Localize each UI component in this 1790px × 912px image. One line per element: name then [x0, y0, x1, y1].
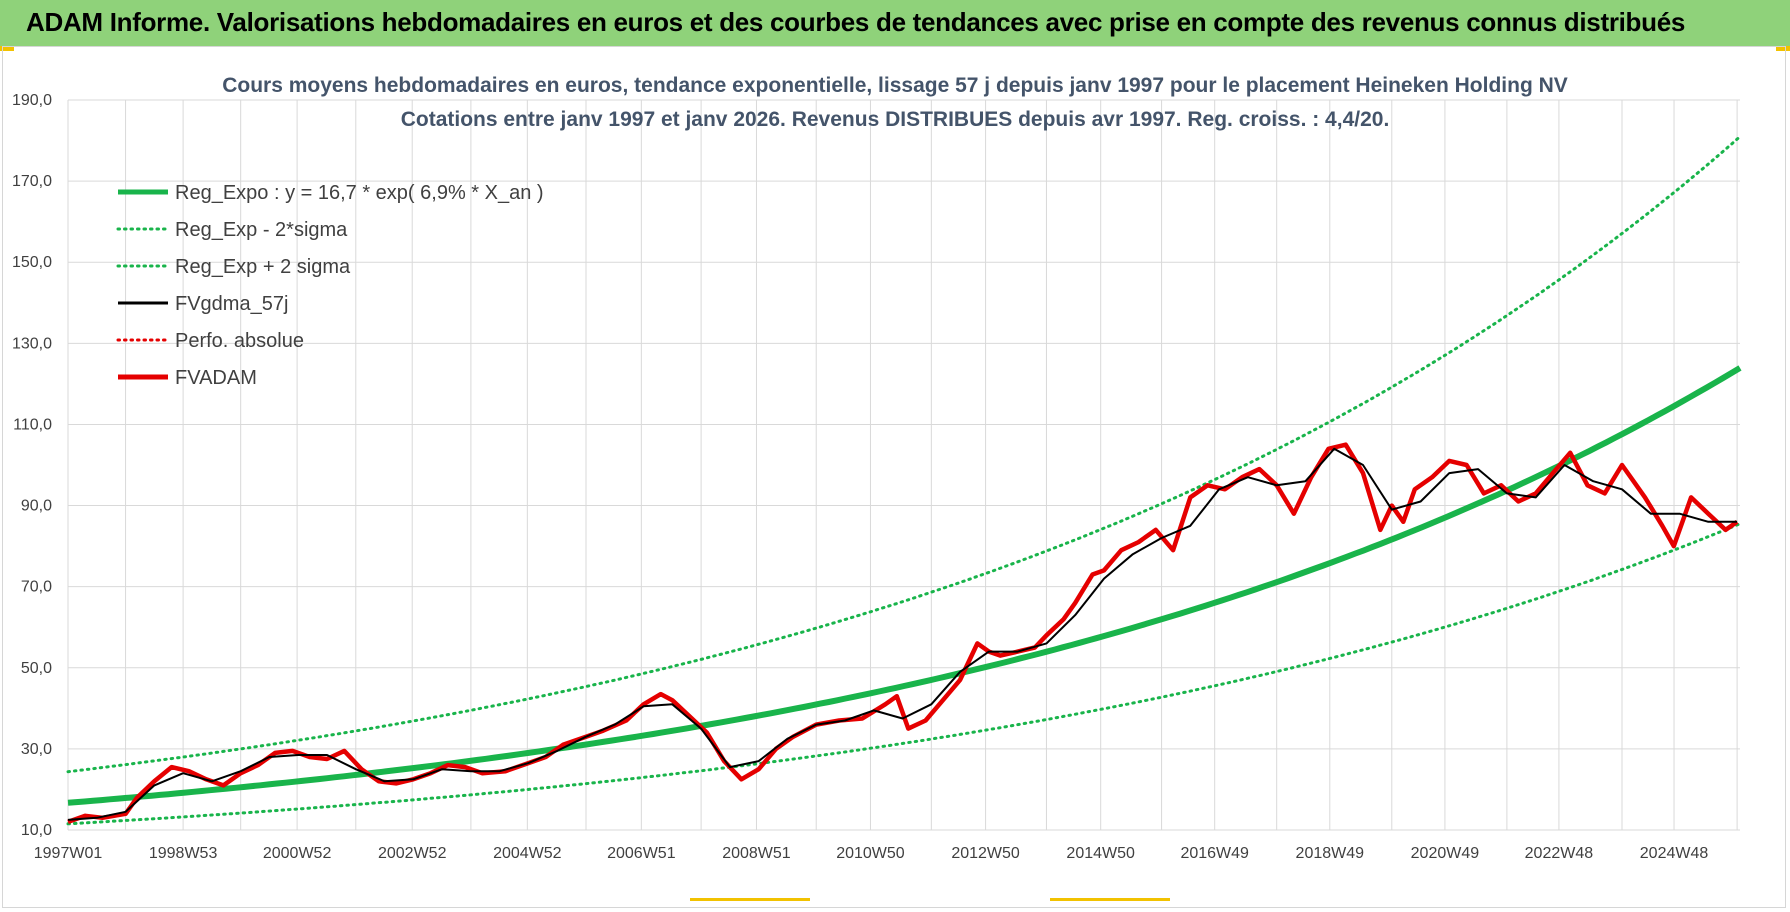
x-tick-label: 2014W50 [1066, 845, 1135, 862]
y-tick-label: 70,0 [21, 579, 52, 596]
x-tick-label: 2002W52 [378, 845, 447, 862]
header-banner: ADAM Informe. Valorisations hebdomadaire… [0, 0, 1790, 47]
reg-expo-line [67, 365, 1742, 806]
x-tick-label: 2018W49 [1296, 845, 1365, 862]
legend-label: Reg_Exp + 2 sigma [175, 256, 351, 278]
banner-title: ADAM Informe. Valorisations hebdomadaire… [26, 7, 1686, 37]
x-tick-label: 1997W01 [34, 845, 103, 862]
x-axis-ticks: 1997W01 1998W53 2000W52 2002W52 2004W52 2006W… [34, 845, 1709, 862]
legend-label: Reg_Exp - 2*sigma [175, 219, 348, 241]
y-axis-ticks: 10,0 30,0 50,0 70,0 90,0 110,0 130,0 150,0 170,0… [12, 92, 52, 839]
x-tick-label: 2008W51 [722, 845, 791, 862]
x-tick-label: 2024W48 [1640, 845, 1709, 862]
corner-mark [1050, 898, 1170, 901]
chart-title-line-1: Cours moyens hebdomadaires en euros, ten… [222, 74, 1568, 97]
x-tick-label: 2006W51 [607, 845, 676, 862]
y-tick-label: 30,0 [21, 741, 52, 758]
legend-label: Reg_Expo : y = 16,7 * exp( 6,9% * X_an ) [175, 182, 544, 204]
x-tick-label: 1998W53 [149, 845, 218, 862]
y-tick-label: 190,0 [12, 92, 52, 109]
x-tick-label: 2004W52 [493, 845, 562, 862]
legend-label: Perfo. absolue [175, 330, 304, 352]
y-tick-label: 50,0 [21, 660, 52, 677]
x-tick-label: 2016W49 [1180, 845, 1249, 862]
corner-mark [0, 46, 14, 51]
legend-label: FVgdma_57j [175, 293, 288, 315]
fvadam-line [67, 442, 1739, 825]
fvgdma-57j-line [67, 447, 1738, 821]
y-tick-label: 90,0 [21, 498, 52, 515]
y-tick-label: 170,0 [12, 173, 52, 190]
reg-exp-plus-2-sigma-line [66, 135, 1742, 774]
chart-frame [2, 46, 1786, 908]
corner-mark [690, 898, 810, 901]
x-tick-label: 2010W50 [836, 845, 905, 862]
legend-label: FVADAM [175, 367, 257, 389]
chart-title: Cours moyens hebdomadaires en euros, ten… [222, 74, 1568, 131]
x-tick-label: 2022W48 [1525, 845, 1594, 862]
y-tick-label: 10,0 [21, 822, 52, 839]
x-tick-label: 2020W49 [1411, 845, 1480, 862]
grid [67, 99, 1740, 831]
y-tick-label: 150,0 [12, 254, 52, 271]
x-tick-label: 2000W52 [263, 845, 332, 862]
x-tick-label: 2012W50 [951, 845, 1020, 862]
chart-title-line-2: Cotations entre janv 1997 et janv 2026. … [401, 108, 1390, 131]
series [66, 135, 1742, 826]
y-tick-label: 130,0 [12, 335, 52, 352]
legend: Reg_Expo : y = 16,7 * exp( 6,9% * X_an )… [116, 182, 544, 389]
y-tick-label: 110,0 [13, 416, 52, 433]
reg-exp-minus-2-sigma-line [66, 522, 1742, 826]
corner-mark [1776, 46, 1790, 51]
